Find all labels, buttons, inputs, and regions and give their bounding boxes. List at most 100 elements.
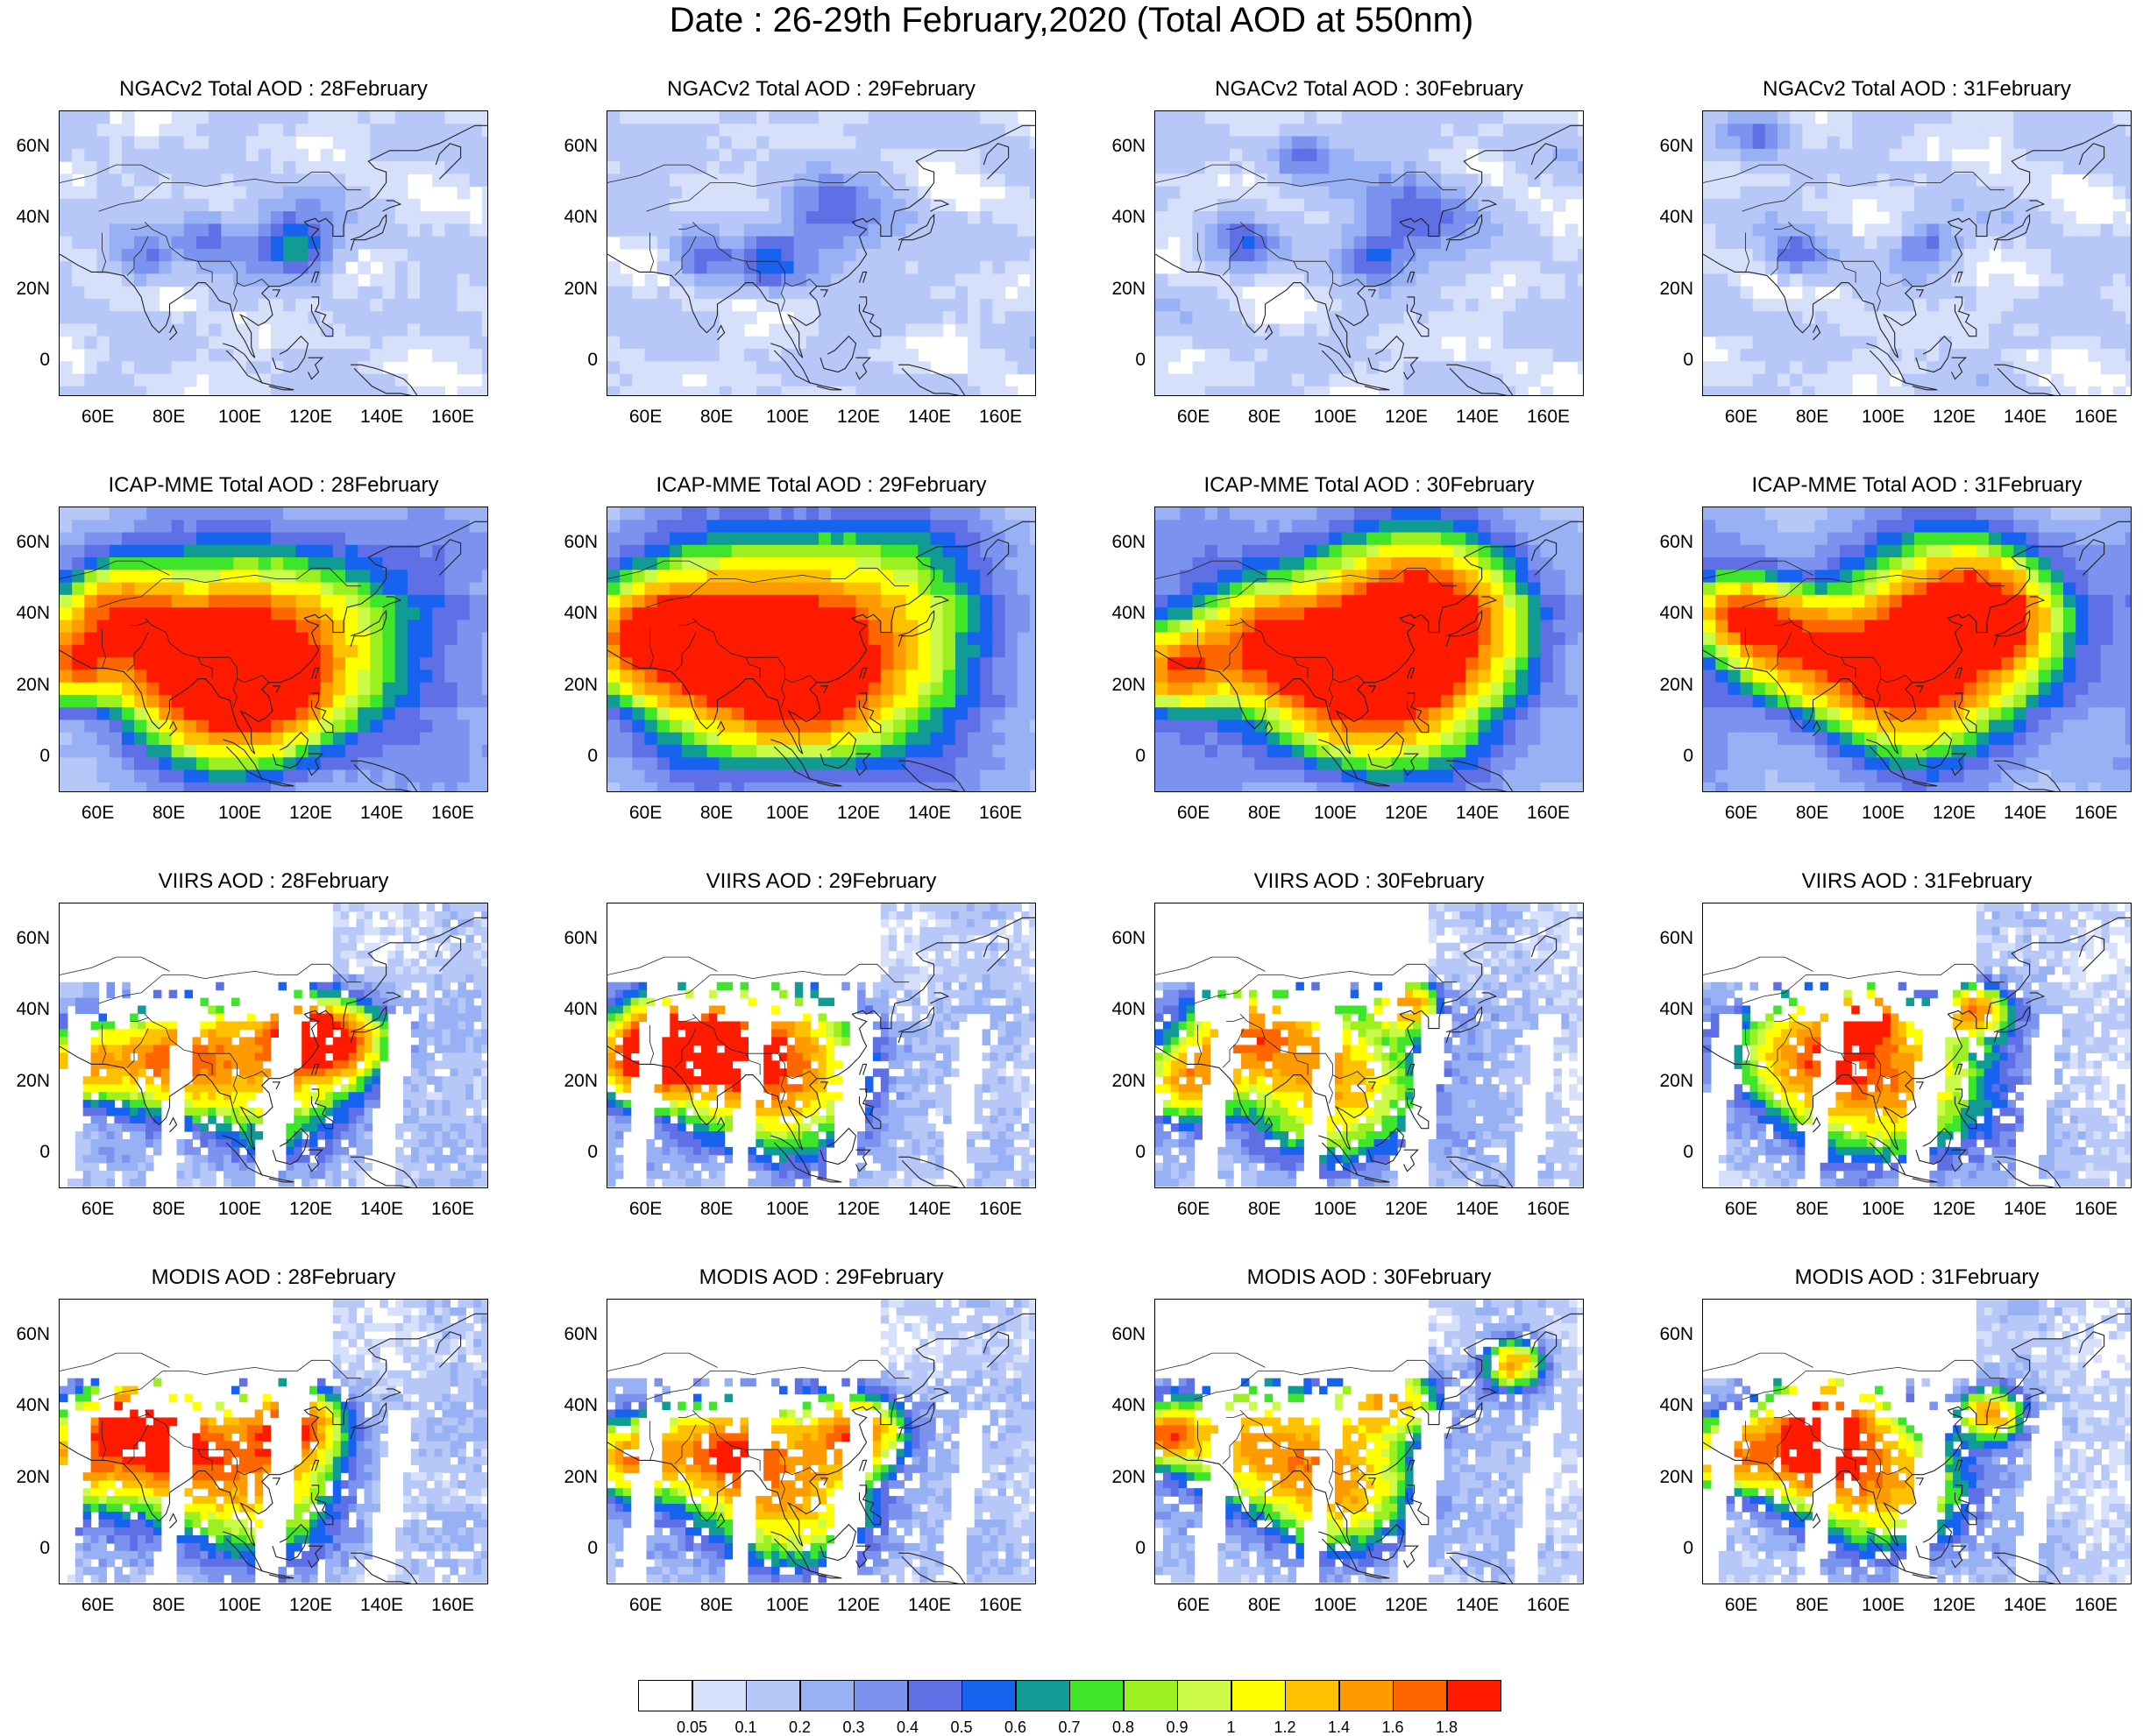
lon-tick-label: 140E [1995,803,2056,824]
lon-tick-label: 100E [1305,407,1366,428]
lon-tick-label: 160E [2066,1595,2127,1616]
lat-tick-label: 60N [0,533,50,552]
panel-title: MODIS AOD : 28February [24,1265,523,1290]
lat-tick-label: 0 [545,351,598,370]
aod-field [1703,111,2132,396]
lat-tick-label: 40N [1093,1000,1146,1019]
lon-tick-label: 100E [209,1595,271,1616]
colorbar-label: 1.2 [1259,1718,1311,1736]
colorbar-swatch [1285,1680,1339,1711]
lon-tick-label: 160E [970,803,1032,824]
lon-tick-label: 160E [970,1199,1032,1220]
lat-tick-label: 20N [1093,1072,1146,1091]
colorbar-label: 1 [1205,1718,1258,1736]
lon-tick-label: 80E [1234,1199,1295,1220]
lat-tick-label: 20N [1093,1468,1146,1487]
colorbar-swatch [1447,1680,1501,1711]
lon-tick-label: 80E [138,803,200,824]
panel-title: MODIS AOD : 29February [571,1265,1071,1290]
lon-tick-label: 140E [899,1199,961,1220]
lat-tick-label: 40N [1641,1000,1693,1019]
colorbar-swatch [854,1680,908,1711]
lon-tick-label: 140E [1447,803,1508,824]
country-border [60,1353,170,1371]
lon-tick-label: 120E [828,1199,890,1220]
aod-map [607,903,1036,1188]
aod-map [59,507,488,792]
lon-tick-label: 80E [1782,1595,1843,1616]
lon-tick-label: 100E [757,1199,819,1220]
panel-title: ICAP-MME Total AOD : 30February [1119,473,1619,498]
aod-field [1155,507,1584,792]
coastline [860,1460,867,1470]
lat-tick-label: 40N [0,1000,50,1019]
lon-tick-label: 140E [1995,407,2056,428]
lon-tick-label: 100E [1853,803,1914,824]
lon-tick-label: 120E [1376,1199,1437,1220]
coastline [273,1082,280,1089]
lat-tick-label: 0 [1093,351,1146,370]
colorbar-swatch [1339,1680,1394,1711]
lon-tick-label: 160E [1518,1595,1579,1616]
lat-tick-label: 40N [1093,604,1146,623]
lon-tick-label: 120E [1376,407,1437,428]
lat-tick-label: 20N [0,1072,50,1091]
lon-tick-label: 80E [1782,407,1843,428]
lat-tick-label: 60N [1641,1325,1693,1344]
lon-tick-label: 160E [2066,803,2127,824]
lon-tick-label: 60E [615,1199,677,1220]
lon-tick-label: 80E [1234,407,1295,428]
lon-tick-label: 160E [1518,1199,1579,1220]
colorbar-swatch [638,1680,692,1711]
lon-tick-label: 140E [351,1595,413,1616]
lon-tick-label: 60E [615,407,677,428]
page-title: Date : 26-29th February,2020 (Total AOD … [0,0,2143,40]
lat-tick-label: 40N [1641,604,1693,623]
country-border [1155,1353,1266,1371]
lon-tick-label: 160E [422,803,484,824]
lon-tick-label: 60E [1163,407,1224,428]
lon-tick-label: 100E [1853,407,1914,428]
aod-map [607,507,1036,792]
lat-tick-label: 0 [1093,747,1146,766]
lon-tick-label: 140E [1447,1595,1508,1616]
coastline [170,1514,177,1528]
lat-tick-label: 20N [545,1468,598,1487]
lon-tick-label: 80E [1234,1595,1295,1616]
lon-tick-label: 100E [1305,803,1366,824]
lat-tick-label: 60N [0,929,50,948]
lon-tick-label: 60E [615,1595,677,1616]
aod-map [607,1299,1036,1584]
lon-tick-label: 80E [1782,803,1843,824]
lon-tick-label: 120E [1376,803,1437,824]
colorbar-label: 0.3 [827,1718,880,1736]
lon-tick-label: 120E [828,407,890,428]
lon-tick-label: 60E [1711,407,1772,428]
coastline [860,1064,867,1074]
colorbar-swatch [746,1680,800,1711]
lon-tick-label: 80E [138,407,200,428]
colorbar-label: 0.7 [1043,1718,1096,1736]
lon-tick-label: 140E [351,803,413,824]
aod-field [1703,1300,2132,1584]
lon-tick-label: 100E [1853,1595,1914,1616]
lat-tick-label: 60N [1641,929,1693,948]
lon-tick-label: 140E [351,1199,413,1220]
lat-tick-label: 40N [0,1396,50,1415]
aod-field [60,111,488,396]
colorbar-label: 0.5 [935,1718,988,1736]
aod-map [1154,110,1584,396]
lon-tick-label: 140E [1447,1199,1508,1220]
aod-field [60,1300,488,1584]
lat-tick-label: 60N [1093,533,1146,552]
lon-tick-label: 60E [1163,1199,1224,1220]
lon-tick-label: 140E [1447,407,1508,428]
lon-tick-label: 60E [615,803,677,824]
